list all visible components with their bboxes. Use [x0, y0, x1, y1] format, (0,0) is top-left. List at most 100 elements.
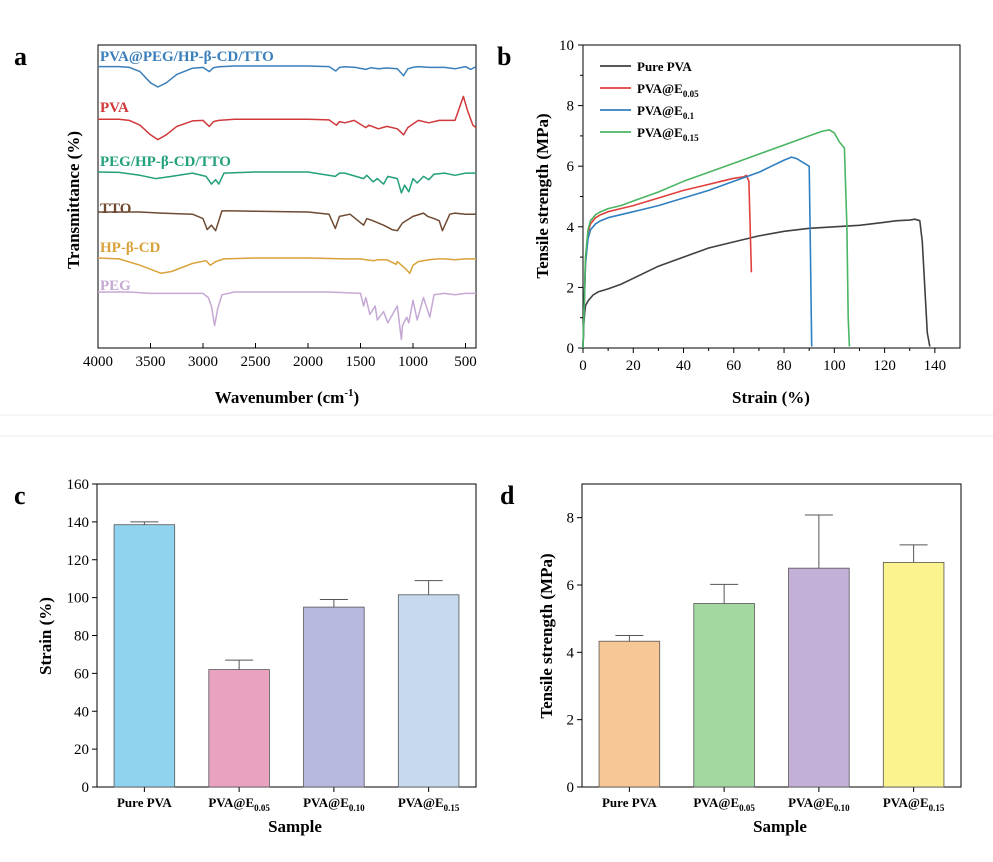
y-tick-label: 2 [567, 280, 575, 296]
panel-c-ticks: 0 20 40 60 80 100 120 140 160 Pure PVA PVA@E0.05 PV… [67, 477, 460, 813]
y-tick-label: 140 [67, 515, 90, 531]
x-tick-label: 120 [873, 358, 896, 374]
panel-c-bars [113, 521, 460, 788]
ftir-series-label: PVA [100, 100, 129, 116]
bar [208, 669, 270, 788]
ftir-line [98, 291, 476, 341]
x-tick-label: 0 [579, 358, 587, 374]
panel-b-xlabel: Strain (%) [732, 388, 810, 407]
x-tick-label: PVA@E0.15 [883, 795, 945, 813]
panel-d-frame [581, 483, 962, 788]
panel-d-xlabel: Sample [753, 817, 807, 836]
y-tick-label: 6 [567, 578, 575, 594]
x-tick-label: 4000 [83, 354, 113, 370]
ftir-line [98, 95, 477, 141]
bar [882, 562, 945, 788]
x-tick-label: 2500 [241, 354, 271, 370]
x-tick-label: 100 [823, 358, 846, 374]
x-tick-label: 80 [777, 358, 792, 374]
y-tick-label: 6 [567, 159, 575, 175]
y-tick-label: 0 [82, 780, 90, 796]
ftir-line [97, 171, 476, 194]
panel-c-xlabel: Sample [268, 817, 322, 836]
panel-d-ylabel: Tensile strength (MPa) [537, 553, 556, 718]
stress-strain-line [582, 174, 753, 349]
x-tick-label: 500 [454, 354, 477, 370]
panel-b-letter: b [497, 42, 511, 71]
ftir-line [98, 210, 476, 232]
panel-b-ylabel: Tensile strength (MPa) [533, 113, 552, 278]
y-tick-label: 0 [567, 341, 575, 357]
bar [693, 603, 755, 788]
x-tick-label: Pure PVA [602, 795, 657, 810]
y-tick-label: 4 [567, 220, 575, 236]
y-tick-label: 2 [567, 713, 575, 729]
y-tick-label: 0 [567, 780, 575, 796]
x-tick-label: PVA@E0.05 [693, 795, 755, 813]
ftir-line [97, 257, 476, 275]
bar [788, 567, 850, 788]
ftir-series-label: PEG [100, 278, 131, 294]
panel-d-ticks: 0 2 4 6 8 Pure PVA PVA@E0.05 PVA@E0.10 PVA@E0.15 [567, 511, 945, 813]
x-tick-label: 40 [676, 358, 691, 374]
panel-b-legend: Pure PVA PVA@E0.05 PVA@E0.1 PVA@E0.15 [600, 59, 699, 143]
y-tick-label: 100 [67, 591, 90, 607]
y-tick-label: 10 [559, 38, 574, 54]
panel-a-ylabel: Transmittance (%) [64, 131, 83, 269]
stress-strain-line [582, 129, 851, 349]
legend-label: PVA@E0.05 [637, 81, 699, 99]
y-tick-label: 80 [74, 629, 89, 645]
y-tick-label: 60 [74, 666, 89, 682]
panel-d-bars [598, 514, 945, 788]
x-tick-label: 140 [924, 358, 947, 374]
y-tick-label: 20 [74, 742, 89, 758]
panel-d: d 0 2 4 6 8 Pure PVA PVA@E0.05 PVA@E0.10 PVA@E0.… [500, 481, 962, 836]
y-tick-label: 4 [567, 645, 575, 661]
y-tick-label: 40 [74, 704, 89, 720]
ftir-series-label: TTO [100, 201, 131, 217]
y-tick-label: 8 [567, 511, 575, 527]
x-tick-label: PVA@E0.05 [208, 795, 270, 813]
x-tick-label: 1500 [346, 354, 376, 370]
bar [397, 594, 460, 788]
bar [303, 606, 365, 788]
panel-c-letter: c [14, 481, 26, 510]
bar [113, 524, 176, 788]
panel-c-ylabel: Strain (%) [36, 597, 55, 675]
stress-strain-line [582, 218, 931, 349]
y-tick-label: 120 [67, 553, 90, 569]
x-tick-label: 20 [626, 358, 641, 374]
x-tick-label: PVA@E0.10 [303, 795, 365, 813]
ftir-series-label: PEG/HP-β-CD/TTO [100, 154, 231, 170]
x-tick-label: 60 [726, 358, 741, 374]
ftir-series-label: PVA@PEG/HP-β-CD/TTO [100, 49, 274, 65]
y-tick-label: 8 [567, 99, 575, 115]
stress-strain-line [582, 156, 813, 349]
panel-a-letter: a [14, 42, 27, 71]
legend-label: PVA@E0.1 [637, 103, 695, 121]
panel-d-letter: d [500, 481, 515, 510]
x-tick-label: PVA@E0.15 [398, 795, 460, 813]
legend-label: PVA@E0.15 [637, 125, 699, 143]
x-tick-label: Pure PVA [117, 795, 172, 810]
x-tick-label: PVA@E0.10 [788, 795, 850, 813]
panel-b-ticks: 0 20 40 60 80 100 120 140 0 2 4 6 8 10 [559, 38, 946, 374]
x-tick-label: 3000 [188, 354, 218, 370]
panel-c: c 0 20 40 60 80 100 120 140 160 Pure PVA PVA@E0.05… [14, 477, 477, 836]
ftir-series-label: HP-β-CD [100, 240, 161, 256]
bar [598, 640, 661, 788]
panel-a: a 4000 3500 3000 2500 2000 1500 1000 500 PVA@PE… [14, 42, 477, 407]
ftir-line [98, 65, 477, 88]
x-tick-label: 1000 [398, 354, 428, 370]
legend-label: Pure PVA [637, 59, 692, 74]
panel-b: b 0 20 40 60 80 100 120 140 0 2 4 6 8 10 Pure PVA PVA@… [497, 38, 961, 407]
x-tick-label: 3500 [136, 354, 166, 370]
panel-b-series [582, 129, 931, 349]
panel-a-frame [97, 44, 477, 349]
panel-a-xlabel: Wavenumber (cm-1) [215, 387, 359, 407]
x-tick-label: 2000 [293, 354, 323, 370]
panel-a-series: PVA@PEG/HP-β-CD/TTO PVA PEG/HP-β-CD/TTO TTO… [97, 49, 477, 341]
panel-a-xticks: 4000 3500 3000 2500 2000 1500 1000 500 [83, 343, 477, 370]
y-tick-label: 160 [67, 477, 90, 493]
